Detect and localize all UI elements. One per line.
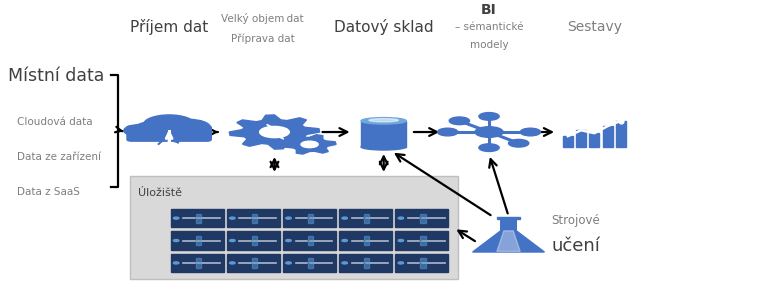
Bar	[252, 236, 257, 245]
Bar	[364, 258, 370, 268]
Bar	[227, 209, 280, 227]
Ellipse shape	[369, 118, 399, 122]
Circle shape	[167, 119, 211, 136]
Bar	[364, 214, 370, 223]
Circle shape	[286, 217, 291, 219]
Circle shape	[508, 140, 529, 147]
Bar	[227, 254, 280, 272]
Polygon shape	[229, 115, 319, 149]
Bar	[395, 209, 449, 227]
Bar	[283, 254, 336, 272]
Ellipse shape	[361, 118, 406, 124]
Bar	[420, 214, 426, 223]
Polygon shape	[497, 231, 520, 251]
Text: modely: modely	[470, 40, 508, 50]
Bar	[308, 258, 313, 268]
Text: Úložiště: Úložiště	[138, 188, 182, 198]
Circle shape	[475, 127, 503, 137]
Circle shape	[520, 128, 540, 136]
Text: Strojové: Strojové	[551, 214, 601, 227]
Bar	[283, 209, 336, 227]
Bar	[171, 254, 224, 272]
Text: Data z SaaS: Data z SaaS	[17, 188, 80, 197]
Circle shape	[398, 217, 403, 219]
Circle shape	[173, 239, 179, 242]
Polygon shape	[283, 135, 336, 154]
Bar	[603, 126, 612, 147]
Bar	[171, 209, 224, 227]
Bar	[395, 254, 449, 272]
Text: – sémantické: – sémantické	[455, 22, 523, 32]
Circle shape	[173, 217, 179, 219]
Bar	[227, 231, 280, 250]
Circle shape	[286, 262, 291, 264]
Bar	[252, 258, 257, 268]
Bar	[339, 209, 392, 227]
Bar	[576, 130, 586, 147]
Circle shape	[438, 128, 458, 136]
Circle shape	[173, 262, 179, 264]
Circle shape	[260, 126, 289, 138]
FancyBboxPatch shape	[130, 176, 458, 279]
Bar	[283, 231, 336, 250]
Bar	[420, 236, 426, 245]
Text: BI: BI	[481, 3, 497, 17]
Circle shape	[143, 115, 195, 134]
Bar	[364, 236, 370, 245]
Text: Příprava dat: Příprava dat	[231, 34, 294, 44]
Bar	[420, 258, 426, 268]
Circle shape	[479, 112, 500, 120]
Bar	[395, 231, 449, 250]
Circle shape	[398, 262, 403, 264]
FancyBboxPatch shape	[127, 126, 211, 141]
Ellipse shape	[361, 143, 406, 150]
Circle shape	[229, 262, 235, 264]
Circle shape	[286, 239, 291, 242]
Bar	[590, 133, 600, 147]
Bar	[171, 231, 224, 250]
Bar	[196, 214, 201, 223]
Text: učení: učení	[551, 236, 601, 254]
Circle shape	[398, 239, 403, 242]
Text: Data ze zařízení: Data ze zařízení	[17, 152, 101, 162]
Text: Cloudová data: Cloudová data	[17, 117, 92, 127]
Bar	[339, 231, 392, 250]
Bar	[196, 236, 201, 245]
Bar	[563, 136, 573, 147]
Bar	[308, 214, 313, 223]
Bar	[339, 254, 392, 272]
Circle shape	[124, 125, 155, 136]
Circle shape	[134, 122, 173, 136]
Text: Místní data: Místní data	[8, 67, 104, 85]
Circle shape	[301, 141, 318, 148]
Bar	[615, 121, 626, 147]
Bar	[308, 236, 313, 245]
Text: Příjem dat: Příjem dat	[130, 20, 208, 35]
Polygon shape	[267, 124, 283, 139]
Circle shape	[342, 217, 348, 219]
Circle shape	[342, 239, 348, 242]
Circle shape	[449, 117, 470, 125]
Bar	[196, 258, 201, 268]
Text: Datový sklad: Datový sklad	[334, 20, 434, 35]
Polygon shape	[473, 219, 544, 252]
Circle shape	[229, 239, 235, 242]
Text: Sestavy: Sestavy	[567, 20, 622, 34]
Bar	[361, 121, 406, 147]
Circle shape	[479, 144, 500, 152]
Text: Velký objem dat: Velký objem dat	[222, 13, 304, 24]
Bar	[252, 214, 257, 223]
Circle shape	[229, 217, 235, 219]
Bar	[497, 217, 520, 219]
Circle shape	[342, 262, 348, 264]
